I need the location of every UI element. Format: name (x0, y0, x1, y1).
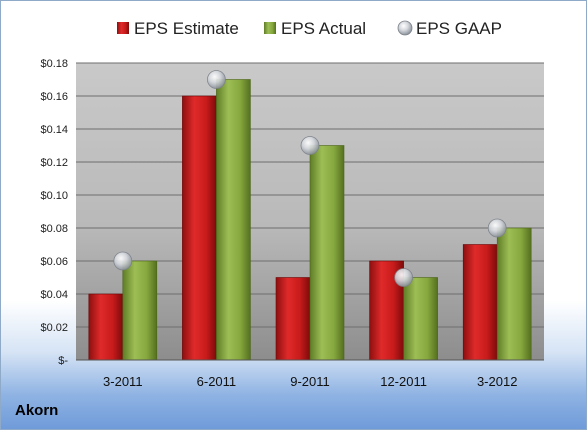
legend-swatch (264, 22, 276, 34)
legend: EPS Estimate EPS Actual EPS GAAP (117, 19, 502, 38)
gaap-marker (300, 136, 320, 155)
y-axis: $- $0.02 $0.04 $0.06 $0.08 $0.10 $0.12 $0.14 $0.… (40, 58, 68, 367)
gaap-marker (113, 251, 133, 271)
x-axis: 3-2011 6-2011 9-2011 12-2011 3-2012 (76, 359, 544, 389)
legend-swatch (117, 22, 129, 34)
gaap-marker (394, 268, 414, 287)
bar-eps-actual (216, 79, 251, 361)
bar-eps-actual (309, 145, 345, 361)
gaap-marker (487, 218, 507, 238)
x-tick-label: 6-2011 (197, 374, 237, 389)
y-tick-label: $0.02 (40, 322, 68, 334)
bars (88, 79, 532, 361)
legend-swatch (397, 20, 413, 36)
legend-eps-actual: EPS Actual (281, 19, 366, 38)
bar-eps-actual (122, 260, 158, 361)
gaap-marker (206, 70, 226, 89)
bar-eps-actual (403, 277, 438, 361)
legend-eps-gaap: EPS GAAP (416, 19, 502, 38)
bar-eps-estimate (88, 293, 124, 361)
y-tick-label: $0.14 (40, 124, 68, 136)
bar-eps-estimate (462, 244, 498, 361)
bar-eps-estimate (275, 277, 311, 361)
y-tick-label: $- (58, 355, 68, 367)
bar-eps-estimate (182, 95, 217, 361)
y-tick-label: $0.12 (40, 157, 68, 169)
x-tick-label: 3-2011 (103, 374, 143, 389)
y-tick-label: $0.10 (40, 190, 68, 202)
x-tick-label: 3-2012 (477, 374, 517, 389)
company-name: Akorn (15, 402, 59, 419)
gaap-markers (113, 70, 507, 287)
x-tick-label: 12-2011 (380, 374, 427, 389)
y-tick-label: $0.18 (40, 58, 68, 70)
legend-eps-estimate: EPS Estimate (134, 19, 239, 38)
y-tick-label: $0.04 (40, 289, 68, 301)
y-tick-label: $0.08 (40, 223, 68, 235)
y-tick-label: $0.16 (40, 91, 68, 103)
bar-eps-actual (496, 227, 532, 361)
x-tick-label: 9-2011 (290, 374, 330, 389)
y-tick-label: $0.06 (40, 256, 68, 268)
